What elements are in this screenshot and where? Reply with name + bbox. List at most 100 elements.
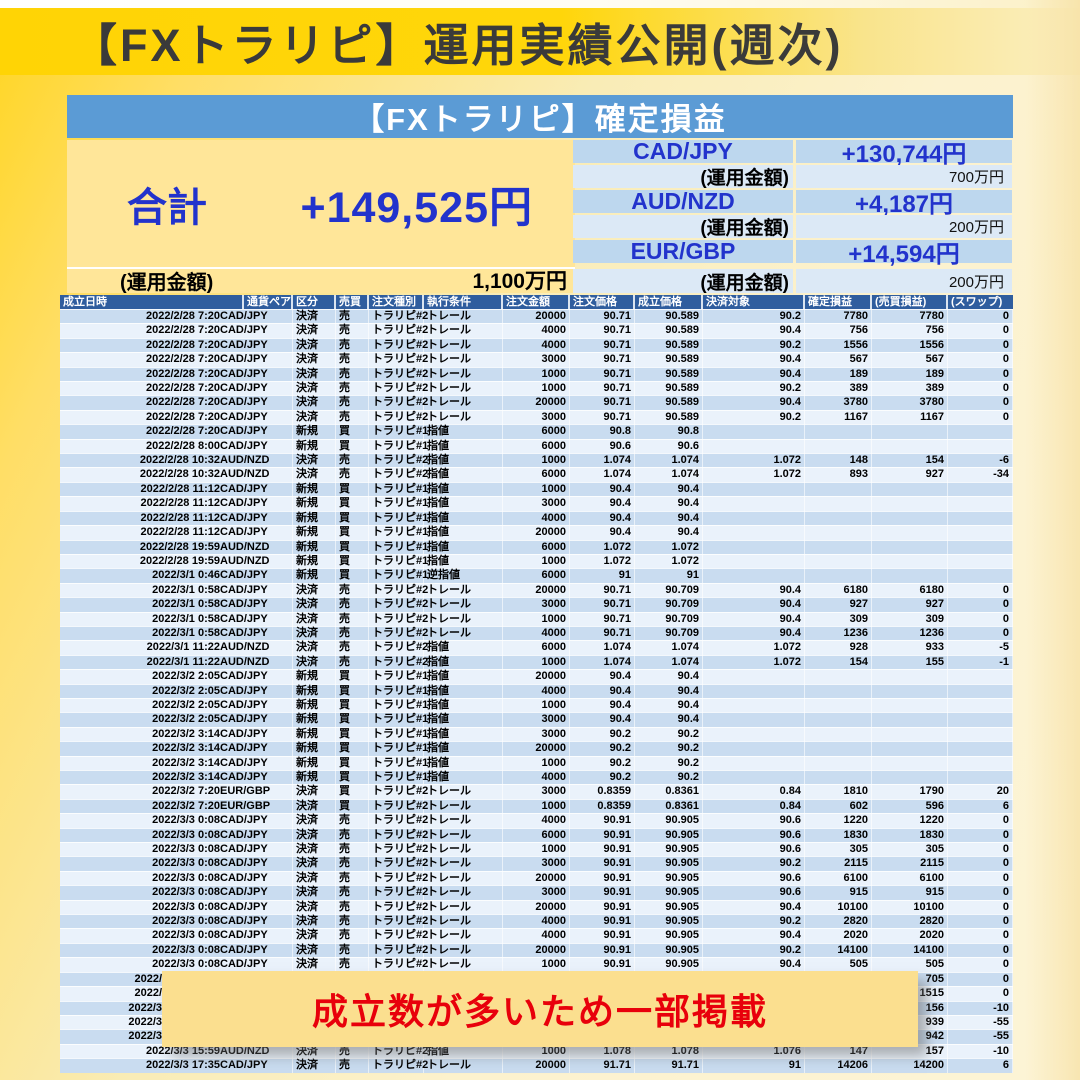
table-cell: トラリピ#2 (369, 612, 428, 626)
table-cell: 6000 (503, 467, 570, 481)
table-cell (872, 554, 948, 568)
total-fund-row: (運用金額) 1,100万円 (67, 267, 575, 294)
table-cell: 705 (872, 972, 948, 986)
table-cell: 2022/3/2 2:05 (152, 698, 220, 711)
table-cell: 2022/ (134, 987, 162, 1000)
table-cell: トラリピ#2 (369, 352, 428, 366)
table-cell: 90.589 (635, 367, 703, 381)
table-cell (872, 482, 948, 496)
table-cell: トレール (424, 597, 503, 611)
table-row: 2022/3/3 0:08 CAD/JPY 決済売トラリピ#2 トレール 4000 90.… (60, 914, 1013, 929)
table-cell: 915 (872, 885, 948, 899)
table-row: 2022/3/3 0:08 CAD/JPY 決済売トラリピ#2 トレール 3000 90.… (60, 885, 1013, 900)
table-cell: 4000 (503, 323, 570, 337)
table-cell: 指値 (424, 712, 503, 726)
table-cell: 90.905 (635, 856, 703, 870)
table-cell: 90.6 (703, 871, 805, 885)
table-cell: 2022/2/28 19:59 (139, 540, 220, 553)
table-cell: CAD/JPY (220, 439, 293, 453)
table-cell: 1515 (872, 986, 948, 1000)
table-cell: 1000 (503, 756, 570, 770)
table-cell: トラリピ#2 (369, 640, 428, 654)
table-cell: 0 (948, 410, 1013, 424)
table-cell: 指値 (424, 453, 503, 467)
table-cell: 買 (336, 684, 369, 698)
table-cell: 2022/3/1 0:58 (152, 598, 220, 611)
header-cell: 売買 (336, 295, 369, 309)
table-cell (805, 727, 872, 741)
table-cell: CAD/JPY (220, 741, 293, 755)
table-cell: 決済 (293, 900, 336, 914)
table-cell: 売 (336, 1058, 369, 1072)
table-cell: トラリピ#1 (369, 669, 428, 683)
table-cell: 1000 (503, 799, 570, 813)
table-cell: 2022/3/2 3:14 (152, 756, 220, 769)
table-cell (805, 756, 872, 770)
table-cell: 指値 (424, 467, 503, 481)
table-cell: 指値 (424, 482, 503, 496)
table-cell: 4000 (503, 914, 570, 928)
table-cell: 90.91 (570, 828, 635, 842)
table-cell: AUD/NZD (220, 655, 293, 669)
table-cell: 1.076 (703, 1044, 805, 1058)
table-row: 2022/3/2 2:05 CAD/JPY 新規買トラリピ#1 指値 1000 90.4 9… (60, 697, 1013, 713)
table-cell: 389 (872, 381, 948, 395)
table-cell: トレール (424, 828, 503, 842)
table-cell: 90.709 (635, 626, 703, 640)
table-cell: 90.4 (703, 900, 805, 914)
table-cell: 3000 (503, 597, 570, 611)
table-cell: 新規 (293, 568, 336, 582)
table-row: 2022/3/2 3:14 CAD/JPY 新規買トラリピ#1 指値 4000 90.2 9… (60, 770, 1013, 785)
table-cell (872, 424, 948, 438)
table-cell: 6100 (872, 871, 948, 885)
table-cell: 90.6 (703, 885, 805, 899)
table-cell: 決済 (293, 381, 336, 395)
table-cell: トラリピ#2 (369, 813, 428, 827)
table-cell: 14100 (872, 943, 948, 957)
table-row: 2022/3/1 0:58 CAD/JPY 決済売トラリピ#2 トレール 3000 90.… (60, 597, 1013, 612)
table-cell: 決済 (293, 338, 336, 352)
table-cell (948, 496, 1013, 510)
table-cell: 売 (336, 612, 369, 626)
table-cell: 90.2 (570, 756, 635, 770)
table-cell: 決済 (293, 957, 336, 971)
table-cell: 309 (872, 612, 948, 626)
table-row: 2022/2/28 7:20 CAD/JPY 決済売トラリピ#2 トレール 4000 90… (60, 337, 1013, 353)
table-cell: 90.6 (570, 439, 635, 453)
table-cell (805, 511, 872, 525)
table-cell: 6180 (872, 583, 948, 597)
table-row: 2022/3/1 0:58 CAD/JPY 決済売トラリピ#2 トレール 1000 90.… (60, 611, 1013, 626)
table-cell: 1000 (503, 482, 570, 496)
table-cell: トレール (424, 395, 503, 409)
header-cell: (スワップ) (951, 296, 1003, 308)
table-cell: 2022/3/3 0:08 (152, 814, 220, 827)
table-cell: 4000 (503, 626, 570, 640)
table-cell: 90.91 (570, 928, 635, 942)
table-cell: 売 (336, 928, 369, 942)
table-cell: -55 (948, 1015, 1013, 1029)
table-cell: トラリピ#2 (369, 943, 428, 957)
table-cell: 90.589 (635, 352, 703, 366)
table-cell: 0 (948, 856, 1013, 870)
table-cell: 2022/3/3 15:59 (145, 1044, 220, 1057)
table-cell: CAD/JPY (220, 928, 293, 942)
table-cell: トラリピ#1 (369, 727, 428, 741)
table-cell: トラリピ#2 (369, 900, 428, 914)
table-cell (805, 496, 872, 510)
pair-profit: +14,594円 (796, 240, 1012, 268)
fund-value: 700万円 (796, 165, 1012, 188)
table-cell: 939 (872, 1015, 948, 1029)
table-cell: 567 (805, 352, 872, 366)
table-cell: 2022/2/28 10:32 (139, 468, 220, 481)
table-cell: 4000 (503, 338, 570, 352)
table-cell: CAD/JPY (220, 1058, 293, 1072)
table-row: 2022/3/2 7:20 EUR/GBP 決済買トラリピ#2 トレール 3000 0.8… (60, 784, 1013, 799)
table-row: 2022/3/3 0:08 CAD/JPY 決済売トラリピ#2 トレール 1000 90.… (60, 957, 1013, 972)
table-cell: 20000 (503, 1058, 570, 1072)
table-cell: 買 (336, 727, 369, 741)
table-cell: 90.6 (703, 813, 805, 827)
table-cell: 2022/2/28 7:20 (145, 425, 220, 438)
table-cell: 90.91 (570, 842, 635, 856)
table-cell: 0 (948, 928, 1013, 942)
table-cell: 決済 (293, 828, 336, 842)
